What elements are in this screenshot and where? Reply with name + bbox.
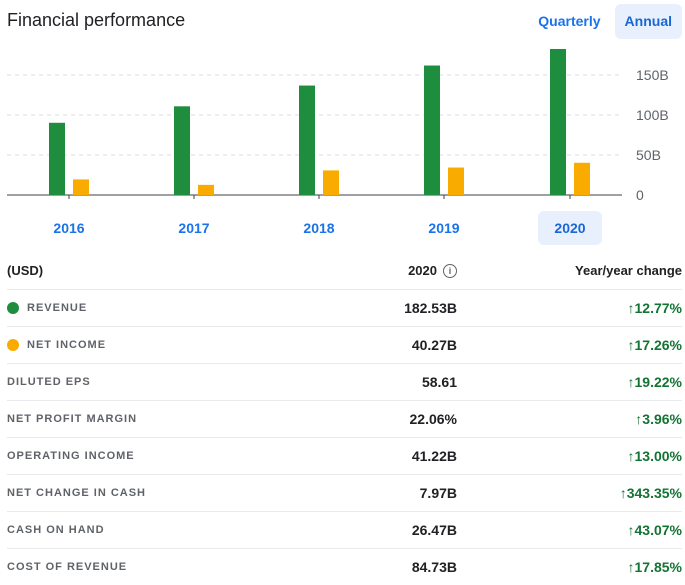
table-body: REVENUE 182.53B ↑12.77% NET INCOME 40.27B ↑17… — [7, 290, 682, 585]
change-value: 3.96% — [642, 411, 682, 427]
table-row: NET CHANGE IN CASH 7.97B ↑343.35% — [7, 475, 682, 512]
year-tab-2018[interactable]: 2018 — [303, 220, 335, 236]
metric-cell: NET INCOME — [7, 339, 307, 351]
revenue-bar[interactable] — [550, 48, 566, 195]
info-icon[interactable]: i — [443, 263, 457, 278]
change-value: 19.22% — [634, 374, 682, 390]
y-tick-label: 0 — [636, 187, 644, 203]
arrow-up-icon: ↑ — [627, 522, 635, 538]
year-tab-2017[interactable]: 2017 — [178, 220, 210, 236]
revenue-bar[interactable] — [424, 65, 440, 196]
change-cell: ↑343.35% — [457, 485, 682, 501]
period-label: 2020 — [408, 263, 437, 278]
metric-cell: OPERATING INCOME — [7, 450, 307, 462]
table-row: NET PROFIT MARGIN 22.06% ↑3.96% — [7, 401, 682, 438]
period-toggle: Quarterly Annual — [528, 4, 682, 39]
y-tick-label: 150B — [636, 67, 669, 83]
period-header: 2020 i — [307, 263, 457, 278]
year-selector: 2016 2017 2018 2019 2020 — [0, 211, 685, 247]
metric-value: 41.22B — [411, 448, 457, 464]
quarterly-button[interactable]: Quarterly — [538, 13, 601, 29]
metric-label: NET PROFIT MARGIN — [7, 413, 138, 425]
currency-label: (USD) — [7, 263, 44, 278]
arrow-up-icon: ↑ — [619, 485, 627, 501]
revenue-bar[interactable] — [174, 106, 190, 195]
metric-label: NET INCOME — [27, 339, 107, 351]
change-cell: ↑43.07% — [457, 522, 682, 538]
metric-value: 40.27B — [411, 337, 457, 353]
metric-value: 22.06% — [409, 411, 457, 427]
arrow-up-icon: ↑ — [627, 374, 635, 390]
table-row: OPERATING INCOME 41.22B ↑13.00% — [7, 438, 682, 475]
metric-value: 7.97B — [419, 485, 457, 501]
financial-chart: 0 50B 100B 150B — [7, 48, 669, 203]
net-income-bar[interactable] — [323, 170, 339, 195]
arrow-up-icon: ↑ — [627, 559, 635, 575]
metric-label: OPERATING INCOME — [7, 450, 135, 462]
arrow-up-icon: ↑ — [627, 448, 635, 464]
annual-button[interactable]: Annual — [614, 4, 682, 39]
change-cell: ↑12.77% — [457, 300, 682, 316]
metric-label: COST OF REVENUE — [7, 561, 128, 573]
change-value: 12.77% — [634, 300, 682, 316]
table-header: (USD) 2020 i Year/year change — [7, 252, 682, 290]
metric-cell: CASH ON HAND — [7, 524, 307, 536]
year-tab-2016[interactable]: 2016 — [53, 220, 85, 236]
arrow-up-icon: ↑ — [635, 411, 643, 427]
change-cell: ↑17.26% — [457, 337, 682, 353]
metric-label: REVENUE — [27, 302, 88, 314]
arrow-up-icon: ↑ — [627, 337, 635, 353]
change-value: 17.26% — [634, 337, 682, 353]
metric-cell: DILUTED EPS — [7, 376, 307, 388]
arrow-up-icon: ↑ — [627, 300, 635, 316]
legend-dot-icon — [7, 302, 19, 314]
year-tab-2019[interactable]: 2019 — [428, 220, 460, 236]
table-row: CASH ON HAND 26.47B ↑43.07% — [7, 512, 682, 549]
metric-value: 58.61 — [421, 374, 457, 390]
net-income-bar[interactable] — [73, 179, 89, 195]
change-cell: ↑3.96% — [457, 411, 682, 427]
change-cell: ↑19.22% — [457, 374, 682, 390]
net-income-bar[interactable] — [574, 162, 590, 195]
revenue-bar[interactable] — [299, 85, 315, 195]
change-value: 343.35% — [626, 485, 682, 501]
change-value: 17.85% — [634, 559, 682, 575]
metric-label: DILUTED EPS — [7, 376, 91, 388]
metric-cell: REVENUE — [7, 302, 307, 314]
metric-cell: NET PROFIT MARGIN — [7, 413, 307, 425]
financial-table: (USD) 2020 i Year/year change REVENUE 182… — [7, 252, 682, 585]
metric-value: 84.73B — [411, 559, 457, 575]
change-value: 43.07% — [634, 522, 682, 538]
metric-label: NET CHANGE IN CASH — [7, 487, 147, 499]
change-cell: ↑17.85% — [457, 559, 682, 575]
y-tick-label: 50B — [636, 147, 661, 163]
change-header: Year/year change — [575, 263, 682, 278]
table-row: COST OF REVENUE 84.73B ↑17.85% — [7, 549, 682, 585]
page-title: Financial performance — [7, 10, 186, 30]
metric-cell: NET CHANGE IN CASH — [7, 487, 307, 499]
change-cell: ↑13.00% — [457, 448, 682, 464]
table-row: NET INCOME 40.27B ↑17.26% — [7, 327, 682, 364]
change-value: 13.00% — [634, 448, 682, 464]
y-tick-label: 100B — [636, 107, 669, 123]
metric-value: 182.53B — [404, 300, 457, 316]
metric-value: 26.47B — [411, 522, 457, 538]
net-income-bar[interactable] — [448, 167, 464, 195]
legend-dot-icon — [7, 339, 19, 351]
table-row: REVENUE 182.53B ↑12.77% — [7, 290, 682, 327]
metric-label: CASH ON HAND — [7, 524, 105, 536]
net-income-bar[interactable] — [198, 184, 214, 195]
year-tab-2020[interactable]: 2020 — [538, 211, 602, 245]
revenue-bar[interactable] — [49, 122, 65, 195]
table-row: DILUTED EPS 58.61 ↑19.22% — [7, 364, 682, 401]
metric-cell: COST OF REVENUE — [7, 561, 307, 573]
